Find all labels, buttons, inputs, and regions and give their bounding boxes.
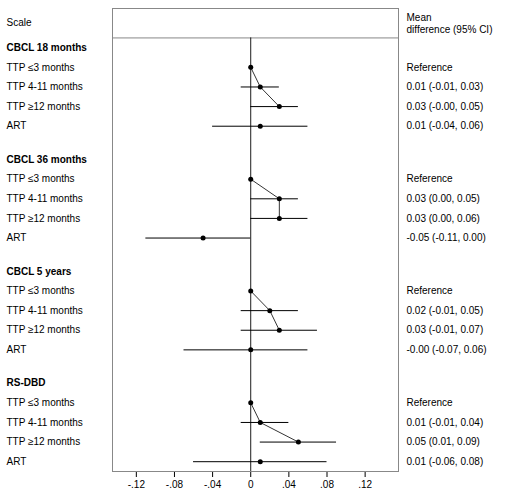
svg-text:0.05 (0.01, 0.09): 0.05 (0.01, 0.09) [407,436,480,447]
svg-text:0.02 (-0.01, 0.05): 0.02 (-0.01, 0.05) [407,305,484,316]
svg-text:TTP ≥12 months: TTP ≥12 months [7,324,81,335]
svg-text:0.01 (-0.04, 0.06): 0.01 (-0.04, 0.06) [407,120,484,131]
svg-text:ART: ART [7,456,27,467]
svg-text:TTP 4-11 months: TTP 4-11 months [7,305,83,316]
svg-text:TTP 4-11 months: TTP 4-11 months [7,417,83,428]
svg-text:.12: .12 [358,479,372,490]
svg-text:-0.00 (-0.07, 0.06): -0.00 (-0.07, 0.06) [407,344,487,355]
svg-text:Reference: Reference [407,173,454,184]
svg-text:TTP ≤3 months: TTP ≤3 months [7,285,75,296]
svg-text:0.03 (-0.00, 0.05): 0.03 (-0.00, 0.05) [407,101,484,112]
svg-text:TTP ≤3 months: TTP ≤3 months [7,62,75,73]
svg-text:-.12: -.12 [128,479,146,490]
svg-text:0.03 (-0.01, 0.07): 0.03 (-0.01, 0.07) [407,324,484,335]
svg-text:ART: ART [7,344,27,355]
svg-text:TTP 4-11 months: TTP 4-11 months [7,193,83,204]
svg-text:Meandifference (95% CI): Meandifference (95% CI) [407,12,493,35]
svg-text:TTP ≤3 months: TTP ≤3 months [7,173,75,184]
svg-text:0.01 (-0.01, 0.03): 0.01 (-0.01, 0.03) [407,81,484,92]
svg-text:Reference: Reference [407,285,454,296]
svg-text:ART: ART [7,232,27,243]
svg-text:0.01 (-0.01, 0.04): 0.01 (-0.01, 0.04) [407,417,484,428]
svg-text:CBCL 5 years: CBCL 5 years [7,266,72,277]
svg-text:0.01 (-0.06, 0.08): 0.01 (-0.06, 0.08) [407,456,484,467]
svg-text:TTP ≥12 months: TTP ≥12 months [7,436,81,447]
svg-text:0.03 (0.00, 0.05): 0.03 (0.00, 0.05) [407,193,480,204]
svg-text:ART: ART [7,120,27,131]
svg-text:-0.05 (-0.11, 0.00): -0.05 (-0.11, 0.00) [407,232,486,243]
svg-text:Scale: Scale [7,17,32,28]
svg-text:0: 0 [248,479,254,490]
svg-text:.08: .08 [320,479,334,490]
svg-text:CBCL 18 months: CBCL 18 months [7,42,88,53]
svg-text:-.08: -.08 [166,479,184,490]
svg-text:TTP 4-11 months: TTP 4-11 months [7,81,83,92]
svg-text:TTP ≤3 months: TTP ≤3 months [7,397,75,408]
svg-text:CBCL 36 months: CBCL 36 months [7,154,88,165]
svg-text:Reference: Reference [407,397,454,408]
svg-text:-.04: -.04 [204,479,222,490]
svg-text:TTP ≥12 months: TTP ≥12 months [7,101,81,112]
svg-text:TTP ≥12 months: TTP ≥12 months [7,213,81,224]
svg-text:.04: .04 [282,479,296,490]
svg-text:0.03 (0.00, 0.06): 0.03 (0.00, 0.06) [407,213,480,224]
svg-text:RS-DBD: RS-DBD [7,377,46,388]
svg-text:Reference: Reference [407,62,454,73]
